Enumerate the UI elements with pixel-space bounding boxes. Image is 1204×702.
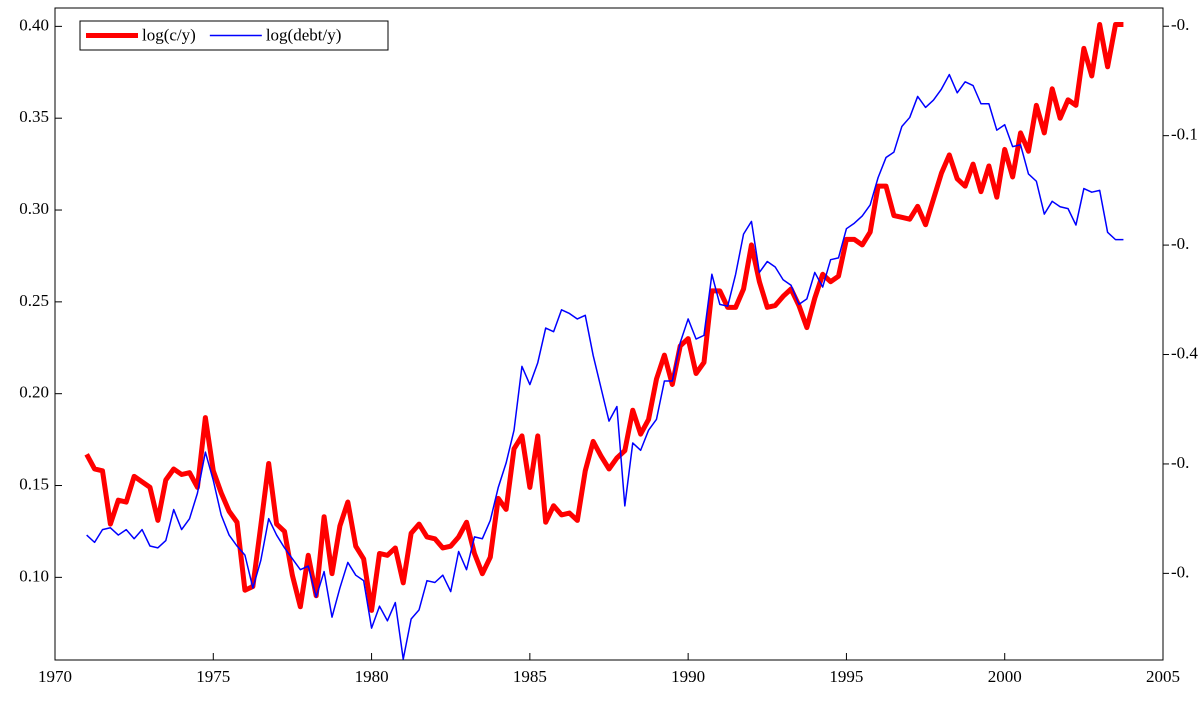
x-tick-label: 1995 [829, 667, 863, 686]
series-line [84, 22, 1124, 613]
y-tick-label: 0.25 [19, 291, 49, 310]
y2-tick-label: -0. [1171, 453, 1189, 472]
y2-tick-label: -0.4 [1171, 343, 1198, 362]
y2-tick-label: -0. [1171, 562, 1189, 581]
x-tick-label: 1980 [355, 667, 389, 686]
x-tick-label: 1985 [513, 667, 547, 686]
y2-tick-label: -0. [1171, 234, 1189, 253]
y2-tick-label: -0. [1171, 15, 1189, 34]
legend-label: log(debt/y) [266, 25, 342, 44]
y-tick-label: 0.35 [19, 107, 49, 126]
plot-frame [54, 7, 1164, 661]
y-tick-label: 0.40 [19, 15, 49, 34]
x-tick-label: 1975 [196, 667, 230, 686]
y-tick-label: 0.15 [19, 474, 49, 493]
x-tick-label: 2005 [1146, 667, 1180, 686]
x-tick-label: 2000 [988, 667, 1022, 686]
x-tick-label: 1970 [38, 667, 72, 686]
series-line [86, 73, 1124, 660]
x-tick-label: 1990 [671, 667, 705, 686]
legend-label: log(c/y) [142, 25, 196, 44]
y-tick-label: 0.30 [19, 199, 49, 218]
y-tick-label: 0.20 [19, 383, 49, 402]
y-tick-label: 0.10 [19, 566, 49, 585]
y2-tick-label: -0.1 [1171, 125, 1198, 144]
